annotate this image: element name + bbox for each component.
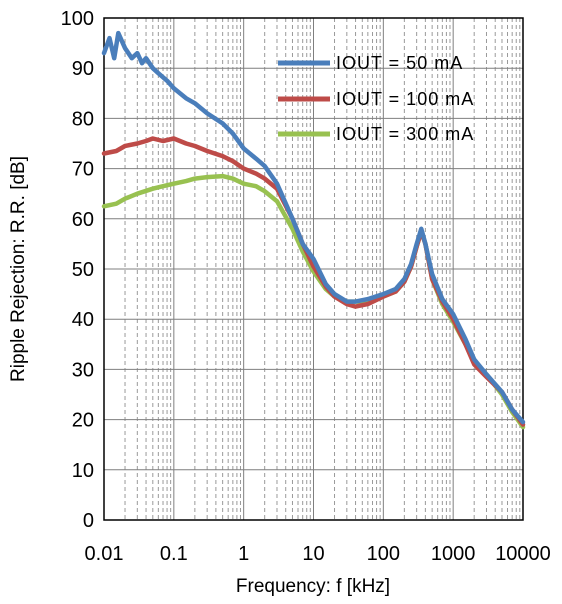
x-axis-tick-labels: 0.01 0.1 1 10 100 1000 10000 bbox=[85, 543, 551, 565]
y-tick-label: 30 bbox=[72, 359, 94, 381]
y-tick-label: 40 bbox=[72, 309, 94, 331]
x-axis-title: Frequency: f [kHz] bbox=[236, 576, 390, 597]
x-tick-label: 10000 bbox=[495, 543, 551, 565]
y-tick-label: 60 bbox=[72, 209, 94, 231]
x-tick-label: 10 bbox=[302, 543, 324, 565]
x-tick-label: 1000 bbox=[431, 543, 476, 565]
legend-label-iout-300ma: IOUT = 300 mA bbox=[336, 124, 474, 144]
y-tick-label: 90 bbox=[72, 58, 94, 80]
x-tick-label: 100 bbox=[367, 543, 400, 565]
y-tick-label: 80 bbox=[72, 108, 94, 130]
legend-label-iout-50ma: IOUT = 50 mA bbox=[336, 53, 463, 73]
x-tick-label: 1 bbox=[238, 543, 249, 565]
plot-area-border bbox=[103, 17, 524, 521]
y-tick-label: 10 bbox=[72, 460, 94, 482]
y-tick-label: 20 bbox=[72, 410, 94, 432]
y-tick-label: 0 bbox=[83, 510, 94, 532]
series-line-0 bbox=[101, 30, 526, 425]
y-axis-title: Ripple Rejection: R.R. [dB] bbox=[8, 156, 29, 382]
x-tick-label: 0.01 bbox=[85, 543, 124, 565]
y-tick-label: 50 bbox=[72, 259, 94, 281]
y-tick-label: 100 bbox=[61, 8, 94, 30]
y-axis-tick-labels: 0 10 20 30 40 50 60 70 80 90 100 bbox=[61, 8, 94, 532]
x-tick-label: 0.1 bbox=[160, 543, 188, 565]
series-lines bbox=[101, 30, 526, 430]
legend: IOUT = 50 mA IOUT = 100 mA IOUT = 300 mA bbox=[278, 53, 474, 144]
legend-label-iout-100ma: IOUT = 100 mA bbox=[336, 89, 474, 109]
y-tick-label: 70 bbox=[72, 159, 94, 181]
